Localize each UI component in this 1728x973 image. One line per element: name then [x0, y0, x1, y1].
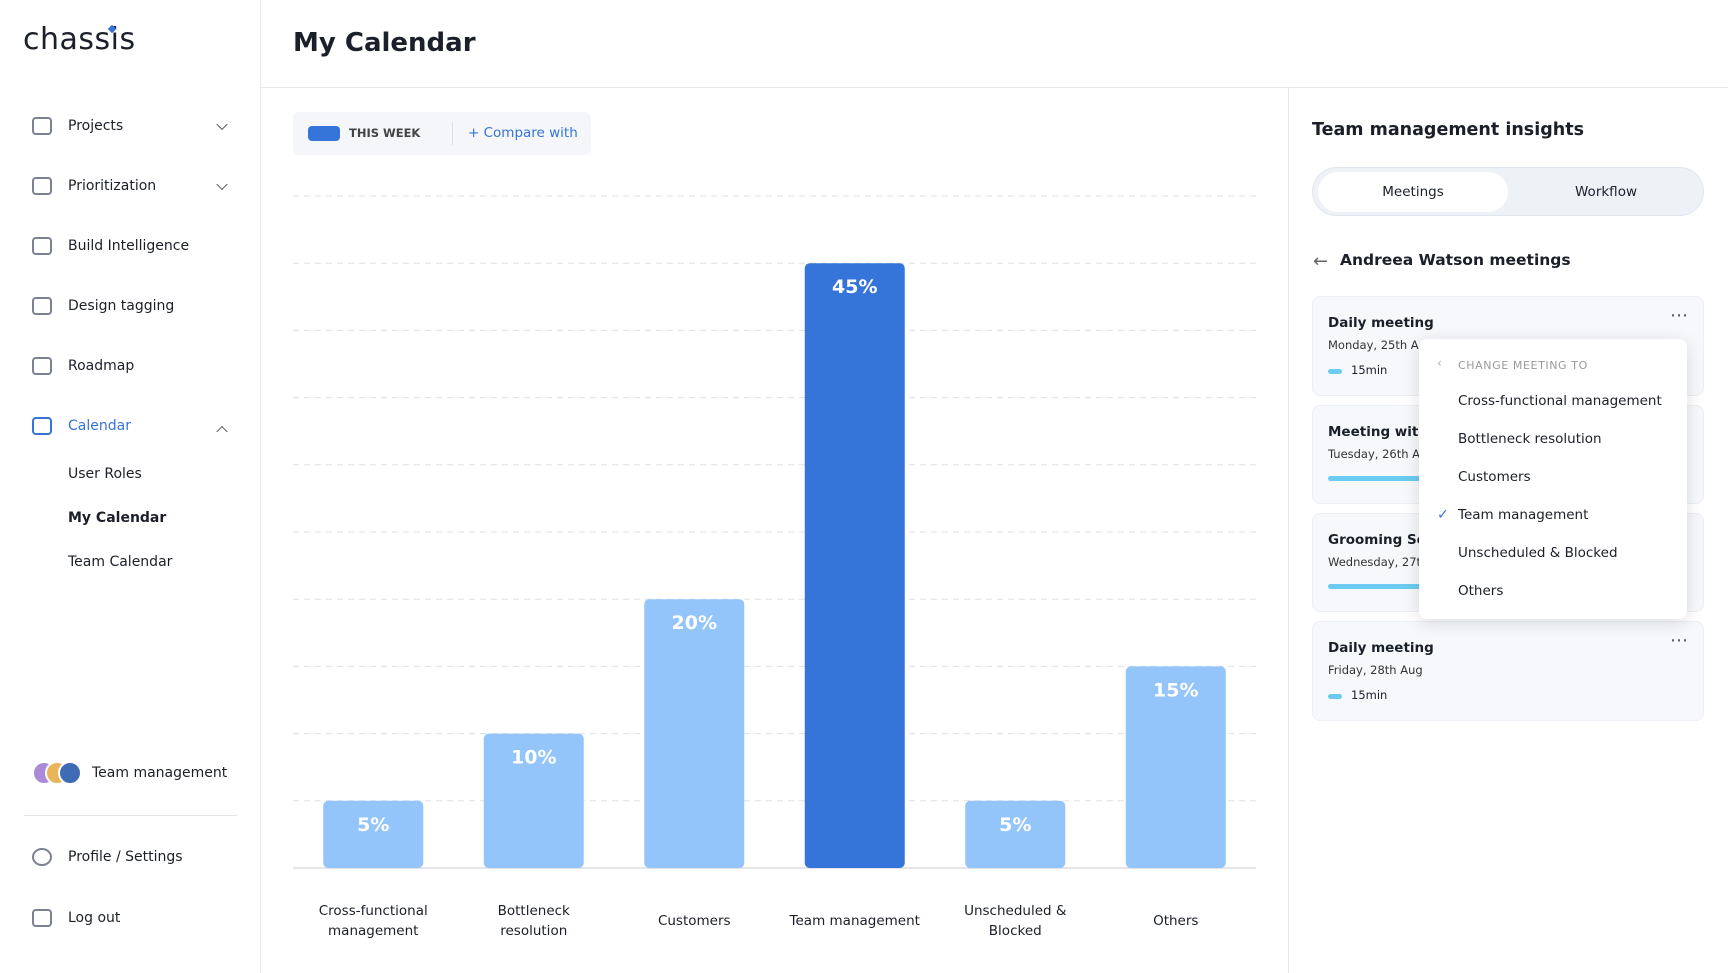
bar [804, 263, 905, 868]
sub-item[interactable]: User Roles [68, 466, 142, 482]
nav-item[interactable]: Prioritization [68, 178, 157, 194]
nav-item[interactable]: Build Intelligence [68, 238, 190, 254]
bar [323, 800, 424, 868]
menu-option[interactable]: Others [1458, 583, 1504, 599]
chevron[interactable] [216, 178, 228, 191]
footer-item[interactable]: Log out [68, 910, 121, 926]
duration-bar [1328, 369, 1342, 374]
bar [644, 599, 745, 868]
nav-item[interactable]: Projects [68, 118, 124, 134]
menu-option[interactable]: Team management [1458, 507, 1589, 523]
duration-bar [1328, 584, 1428, 589]
value-label: 5% [999, 814, 1031, 836]
menu-back[interactable]: ‹ [1437, 356, 1442, 370]
menu-option[interactable]: Unscheduled & Blocked [1458, 545, 1618, 561]
chevron[interactable] [216, 118, 228, 131]
menu-option[interactable]: Cross-functional management [1458, 393, 1662, 409]
team-name[interactable]: Team management [92, 765, 228, 781]
bar [1125, 666, 1226, 868]
meeting-date: Monday, 25th A [1328, 338, 1419, 352]
toolbar: THIS WEEK + Compare with [293, 112, 591, 155]
back-title: Andreea Watson meetings [1340, 251, 1571, 269]
dropdown: ‹ CHANGE MEETING TO Cross-functional man… [1419, 339, 1687, 619]
nav-item[interactable]: Design tagging [68, 298, 175, 314]
duration-bar [1328, 694, 1342, 699]
meeting-duration: 15min [1351, 688, 1388, 702]
value-label: 20% [672, 612, 717, 634]
meeting-date: Friday, 28th Aug [1328, 663, 1423, 677]
nav-icon [32, 297, 52, 315]
logo: chassis [23, 22, 136, 57]
tab[interactable]: Workflow [1575, 184, 1637, 200]
x-tick-label: Others [1153, 913, 1199, 929]
more[interactable]: ⋯ [1670, 630, 1688, 651]
bar [965, 800, 1066, 868]
nav-icon [32, 417, 52, 435]
nav-item[interactable]: Roadmap [68, 358, 135, 374]
x-tick-label: Bottleneck resolution [497, 903, 570, 939]
back-arrow[interactable]: ← [1313, 251, 1329, 272]
x-tick-label: Cross-functional management [318, 903, 428, 939]
checkmark: ✓ [1437, 507, 1449, 523]
menu-option[interactable]: Bottleneck resolution [1458, 431, 1602, 447]
avatar [58, 761, 82, 785]
nav-icon [32, 909, 52, 927]
meeting-date: Wednesday, 27t [1328, 555, 1422, 569]
menu-option[interactable]: Customers [1458, 469, 1531, 485]
divider [452, 122, 453, 145]
more[interactable]: ⋯ [1670, 305, 1688, 326]
bar [483, 733, 584, 868]
divider [24, 815, 237, 816]
value-label: 15% [1153, 679, 1198, 701]
value-label: 10% [511, 747, 556, 769]
header: My Calendar [261, 0, 1728, 88]
nav-icon [32, 237, 52, 255]
insights-panel [1288, 88, 1728, 973]
nav-icon [32, 357, 52, 375]
meeting-title: Grooming Ses [1328, 532, 1434, 548]
menu-heading: CHANGE MEETING TO [1458, 359, 1588, 372]
x-tick-label: Unscheduled & Blocked [964, 903, 1067, 939]
nav-icon [32, 177, 52, 195]
sub-item[interactable]: My Calendar [68, 510, 167, 526]
page-title: My Calendar [293, 28, 476, 58]
nav-icon [32, 848, 52, 866]
meeting-title: Meeting with [1328, 424, 1428, 440]
meeting-card[interactable]: Daily meeting Friday, 28th Aug 15min ⋯ [1312, 621, 1704, 721]
sidebar: chassis Projects Prioritization Build In… [0, 0, 261, 973]
value-label: 5% [357, 814, 389, 836]
period-swatch [308, 126, 340, 141]
nav-icon [32, 117, 52, 135]
meeting-duration: 15min [1351, 363, 1388, 377]
meeting-title: Daily meeting [1328, 315, 1434, 331]
compare[interactable]: + Compare with [468, 125, 578, 141]
chart: 5% 10% 20% 45% 5% 15% Cross-functional manage… [261, 88, 1288, 973]
meeting-date: Tuesday, 26th A [1328, 447, 1421, 461]
duration-bar [1328, 476, 1428, 481]
value-label: 45% [832, 276, 877, 298]
nav-item[interactable]: Calendar [68, 418, 131, 434]
meeting-title: Daily meeting [1328, 640, 1434, 656]
tabs: Meetings Workflow [1312, 167, 1704, 216]
chevron[interactable] [216, 425, 228, 438]
sub-item[interactable]: Team Calendar [68, 554, 173, 570]
period[interactable]: THIS WEEK [349, 126, 421, 140]
x-tick-label: Team management [789, 913, 920, 929]
tab-active[interactable]: Meetings [1318, 172, 1508, 212]
chart-svg: 5% 10% 20% 45% 5% 15% [293, 195, 1256, 869]
insights-title: Team management insights [1312, 120, 1584, 140]
x-tick-label: Customers [657, 913, 731, 929]
footer-item[interactable]: Profile / Settings [68, 849, 183, 865]
